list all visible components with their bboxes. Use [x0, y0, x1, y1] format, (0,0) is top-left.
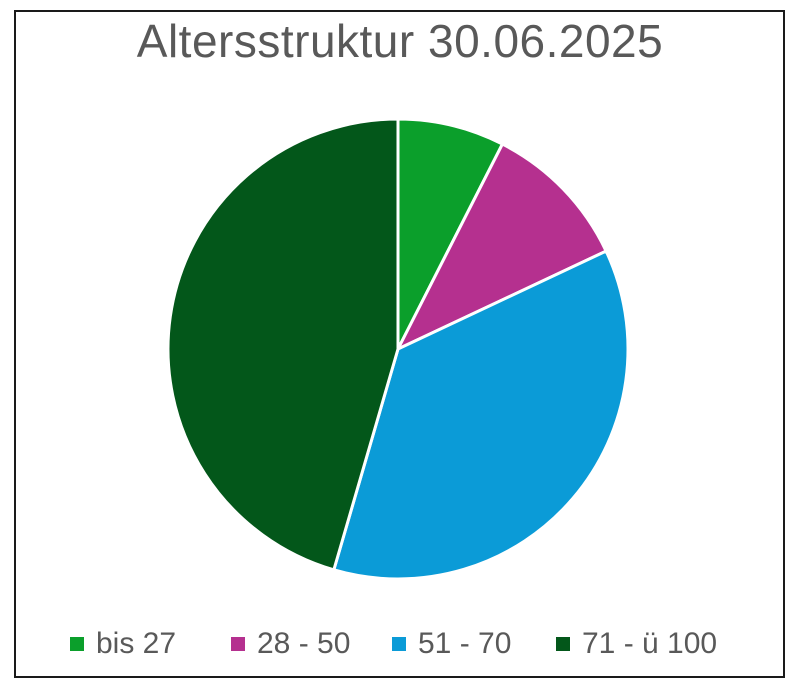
pie-slice-3: [166, 117, 400, 572]
legend-label: bis 27: [96, 627, 177, 660]
legend-swatch: [392, 637, 406, 651]
legend-item-71-100: 71 - ü 100: [556, 622, 717, 666]
legend-item-51-70: 51 - 70: [392, 622, 511, 666]
pie-slice-1: [396, 142, 608, 351]
pie-slice-0: [396, 117, 504, 351]
legend: bis 27 28 - 50 51 - 70 71 - ü 100: [0, 622, 800, 666]
legend-swatch: [231, 637, 245, 651]
pie-slices: [166, 117, 630, 581]
legend-item-bis-27: bis 27: [70, 622, 176, 666]
legend-item-28-50: 28 - 50: [231, 622, 350, 666]
legend-label: 71 - ü 100: [582, 627, 718, 660]
legend-label: 28 - 50: [257, 627, 351, 660]
legend-swatch: [556, 637, 570, 651]
chart-title: Altersstruktur 30.06.2025: [136, 15, 664, 67]
pie-slice-2: [332, 249, 630, 581]
legend-label: 51 - 70: [418, 627, 512, 660]
legend-swatch: [70, 637, 84, 651]
